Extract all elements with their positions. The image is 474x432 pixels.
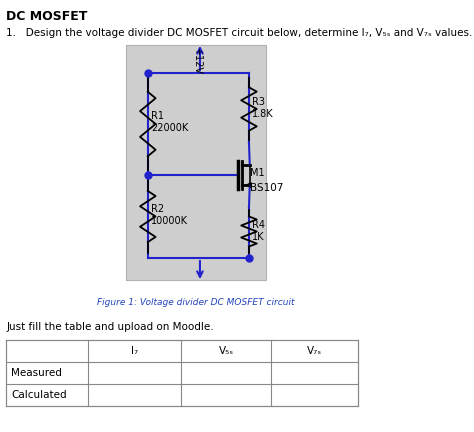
Text: R4: R4 [252,219,265,229]
Text: 1.   Design the voltage divider DC MOSFET circuit below, determine I₇, V₅ₛ and V: 1. Design the voltage divider DC MOSFET … [6,28,473,38]
Text: R1: R1 [151,111,164,121]
Text: Measured: Measured [11,368,62,378]
Bar [6,340,358,406]
Text: I₇: I₇ [131,346,138,356]
Text: V₅ₛ: V₅ₛ [219,346,234,356]
Text: Figure 1: Voltage divider DC MOSFET circuit: Figure 1: Voltage divider DC MOSFET circ… [97,298,295,307]
Text: DC MOSFET: DC MOSFET [6,10,88,23]
Text: Calculated: Calculated [11,390,66,400]
Text: V₇ₛ: V₇ₛ [307,346,322,356]
Text: 1K: 1K [252,232,264,241]
Text: 22000K: 22000K [151,123,188,133]
Text: R3: R3 [252,97,265,107]
Text: +12V: +12V [192,47,202,74]
Text: R2: R2 [151,203,164,213]
Text: 10000K: 10000K [151,216,188,226]
Text: M1: M1 [250,168,264,178]
Text: BS107: BS107 [250,183,283,193]
Text: Just fill the table and upload on Moodle.: Just fill the table and upload on Moodle… [6,322,214,332]
Text: 1.8K: 1.8K [252,109,273,119]
Bar [126,45,266,280]
